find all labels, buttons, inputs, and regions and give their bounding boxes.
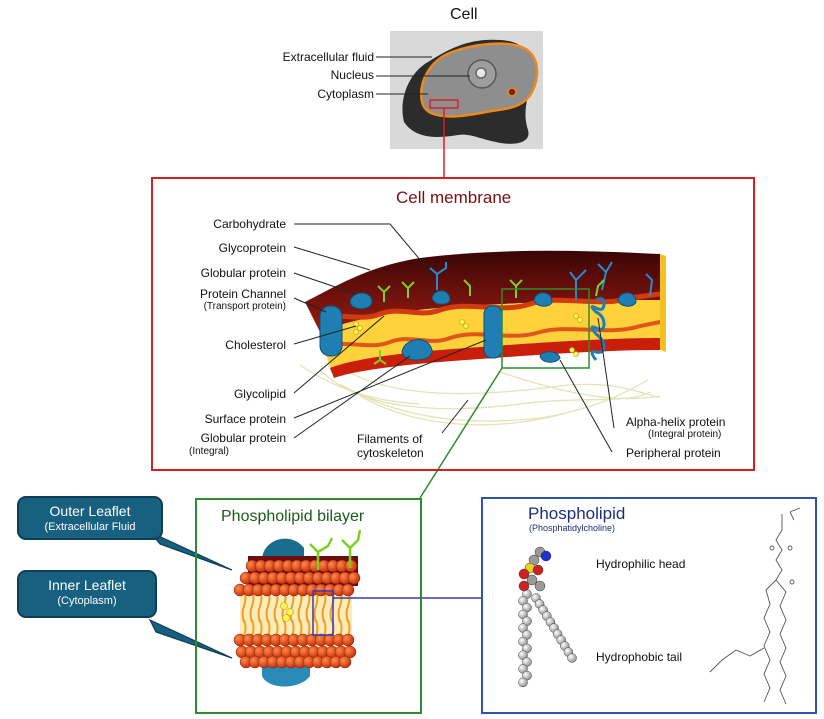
head-atom xyxy=(532,564,544,576)
cell-panel xyxy=(376,31,543,177)
bilayer-title: Phospholipid bilayer xyxy=(221,508,365,525)
inner-leaflet-title: Inner Leaflet xyxy=(48,577,126,593)
label-globular-protein-integral: Globular protein xyxy=(200,431,286,445)
lipid-head xyxy=(343,645,357,659)
membrane-inner-surface xyxy=(330,338,660,378)
head-atom xyxy=(526,574,538,586)
label-glycolipid: Glycolipid xyxy=(233,387,286,401)
label-nucleus: Nucleus xyxy=(330,68,374,82)
bilayer-illustration xyxy=(148,529,362,687)
label-cytoplasm: Cytoplasm xyxy=(317,87,374,101)
outer-leaflet-callout: Outer Leaflet (Extracellular Fluid xyxy=(17,496,163,540)
inner-leaflet-subtitle: (Cytoplasm) xyxy=(57,595,117,607)
label-surface-protein: Surface protein xyxy=(204,412,286,426)
bilayer-glycolipids xyxy=(309,529,362,570)
label-cholesterol: Cholesterol xyxy=(225,338,286,352)
carbon-atom xyxy=(518,677,528,688)
label-transport-protein: (Transport protein) xyxy=(203,301,286,312)
label-peripheral-protein: Peripheral protein xyxy=(626,446,721,460)
lipid-head xyxy=(347,571,361,585)
cytoskeleton-filaments xyxy=(299,359,661,426)
cell-title: Cell xyxy=(450,6,478,23)
label-hydrophobic-tail: Hydrophobic tail xyxy=(596,650,683,664)
carbohydrate-chains xyxy=(429,261,654,300)
phospholipid-bilayer-box xyxy=(195,498,422,714)
alpha-helix-protein xyxy=(590,297,606,361)
glycolipids xyxy=(373,279,605,365)
globular-protein xyxy=(349,292,373,310)
label-hydrophilic-head: Hydrophilic head xyxy=(596,557,686,571)
label-protein-channel: Protein Channel xyxy=(199,287,286,301)
globular-protein-integral xyxy=(401,339,433,361)
phospholipid-molecule-model xyxy=(518,546,577,688)
lipid-head xyxy=(341,583,355,597)
head-atom xyxy=(534,580,546,592)
peripheral-protein xyxy=(539,351,561,363)
glycoprotein xyxy=(431,290,451,305)
label-alpha-helix: Alpha-helix protein xyxy=(626,415,726,429)
inner-leaflet-callout: Inner Leaflet (Cytoplasm) xyxy=(17,570,157,618)
membrane-leader-lines xyxy=(293,223,615,453)
label-extracellular-fluid: Extracellular fluid xyxy=(282,50,374,64)
label-integral: (Integral) xyxy=(189,446,230,457)
organelle xyxy=(507,87,517,97)
label-globular-protein: Globular protein xyxy=(200,266,286,280)
label-integral-protein: (Integral protein) xyxy=(648,429,722,440)
phospholipid-subtitle: (Phosphatidylcholine) xyxy=(529,523,616,533)
label-filaments: Filaments of xyxy=(357,432,423,446)
membrane-title: Cell membrane xyxy=(396,188,512,207)
label-carbohydrate: Carbohydrate xyxy=(213,217,286,231)
skeletal-formula xyxy=(709,507,801,705)
cholesterol xyxy=(353,313,583,357)
nucleolus xyxy=(475,67,487,79)
membrane-illustration xyxy=(293,223,666,453)
outer-leaflet-subtitle: (Extracellular Fluid xyxy=(44,521,136,533)
head-atom xyxy=(518,568,530,580)
carbon-atom xyxy=(567,653,577,663)
bilayer-zoom-box xyxy=(312,590,334,636)
cell-membrane-box xyxy=(151,177,755,471)
head-atom xyxy=(540,550,552,562)
membrane-zoom-box xyxy=(501,288,590,369)
membrane-to-bilayer-connector xyxy=(419,367,503,499)
label-glycoprotein: Glycoprotein xyxy=(218,241,286,255)
protein-channel xyxy=(319,305,343,357)
outer-leaflet-title: Outer Leaflet xyxy=(49,503,131,519)
phospholipid-box xyxy=(481,497,817,714)
lipid-head xyxy=(338,655,352,669)
lipid-head xyxy=(341,633,355,647)
phospholipid-title: Phospholipid xyxy=(528,504,626,523)
head-atom xyxy=(518,580,530,592)
label-cytoskeleton: cytoskeleton xyxy=(357,446,424,460)
